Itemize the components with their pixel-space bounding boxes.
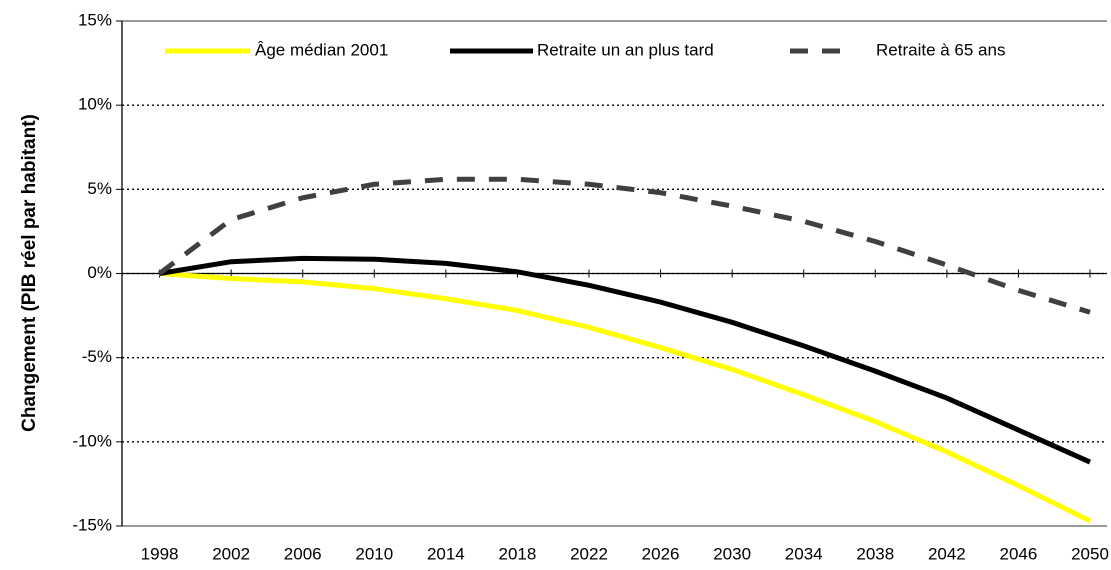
y-tick-label: 0%	[87, 263, 112, 282]
x-tick-label: 1998	[141, 544, 179, 563]
x-tick-label: 2002	[212, 544, 250, 563]
series-line	[158, 176, 1091, 315]
y-tick-label: 10%	[78, 95, 112, 114]
x-tick-label: 2022	[570, 544, 608, 563]
x-tick-label: 2026	[642, 544, 680, 563]
y-tick-label: -15%	[72, 515, 112, 534]
legend-label: Âge médian 2001	[255, 40, 388, 59]
x-tick-label: 2050	[1071, 544, 1109, 563]
y-tick-label: -10%	[72, 431, 112, 450]
legend-label: Retraite à 65 ans	[876, 40, 1005, 59]
x-tick-label: 2010	[355, 544, 393, 563]
x-tick-label: 2030	[713, 544, 751, 563]
y-tick-label: 15%	[78, 10, 112, 29]
x-tick-label: 2046	[1000, 544, 1038, 563]
y-tick-label: 5%	[87, 179, 112, 198]
x-tick-label: 2018	[499, 544, 537, 563]
x-tick-label: 2014	[427, 544, 465, 563]
legend-label: Retraite un an plus tard	[537, 40, 714, 59]
x-tick-label: 2034	[785, 544, 823, 563]
x-tick-label: 2038	[856, 544, 894, 563]
series-line	[159, 271, 1092, 524]
y-tick-label: -5%	[82, 347, 112, 366]
x-tick-label: 2006	[284, 544, 322, 563]
y-axis-title: Changement (PIB réel par habitant)	[19, 114, 40, 432]
x-tick-label: 2042	[928, 544, 966, 563]
series-line	[159, 255, 1092, 465]
